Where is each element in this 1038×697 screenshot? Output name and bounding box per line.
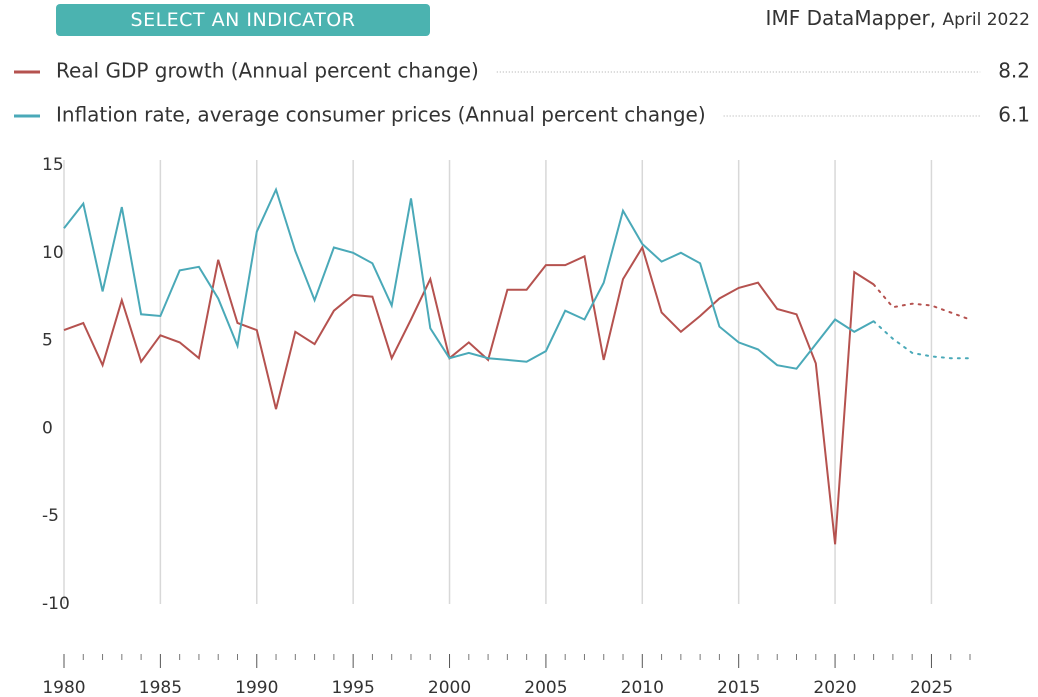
source-date: April 2022 [942,10,1030,30]
legend-value: 8.2 [998,59,1030,83]
legend-value: 6.1 [998,103,1030,127]
line-projection [872,283,971,321]
x-tick-label: 2010 [621,678,664,697]
line-actual [63,245,875,545]
y-tick-label: -5 [42,506,59,526]
x-tick-label: 2020 [813,678,856,697]
source: IMF DataMapper, April 2022 [766,6,1030,30]
y-tick-label: 15 [42,155,64,175]
legend-label: Inflation rate, average consumer prices … [56,103,706,127]
y-tick-label: -10 [42,594,70,614]
y-tick-label: 10 [42,243,64,263]
x-tick-label: 2025 [910,678,953,697]
x-tick-label: 2005 [524,678,567,697]
x-tick-label: 1985 [139,678,182,697]
y-tick-label: 0 [42,418,53,438]
x-tick-label: 2015 [717,678,760,697]
line-actual [63,186,875,370]
source-name: IMF DataMapper, [765,6,937,30]
x-tick-label: 1980 [42,678,85,697]
x-tick-label: 2000 [428,678,471,697]
legend-label: Real GDP growth (Annual percent change) [56,59,479,83]
x-tick-label: 1990 [235,678,278,697]
select-indicator-button[interactable]: SELECT AN INDICATOR [56,4,430,36]
y-tick-label: 5 [42,331,53,351]
x-tick-label: 1995 [332,678,375,697]
line-projection [872,320,971,360]
